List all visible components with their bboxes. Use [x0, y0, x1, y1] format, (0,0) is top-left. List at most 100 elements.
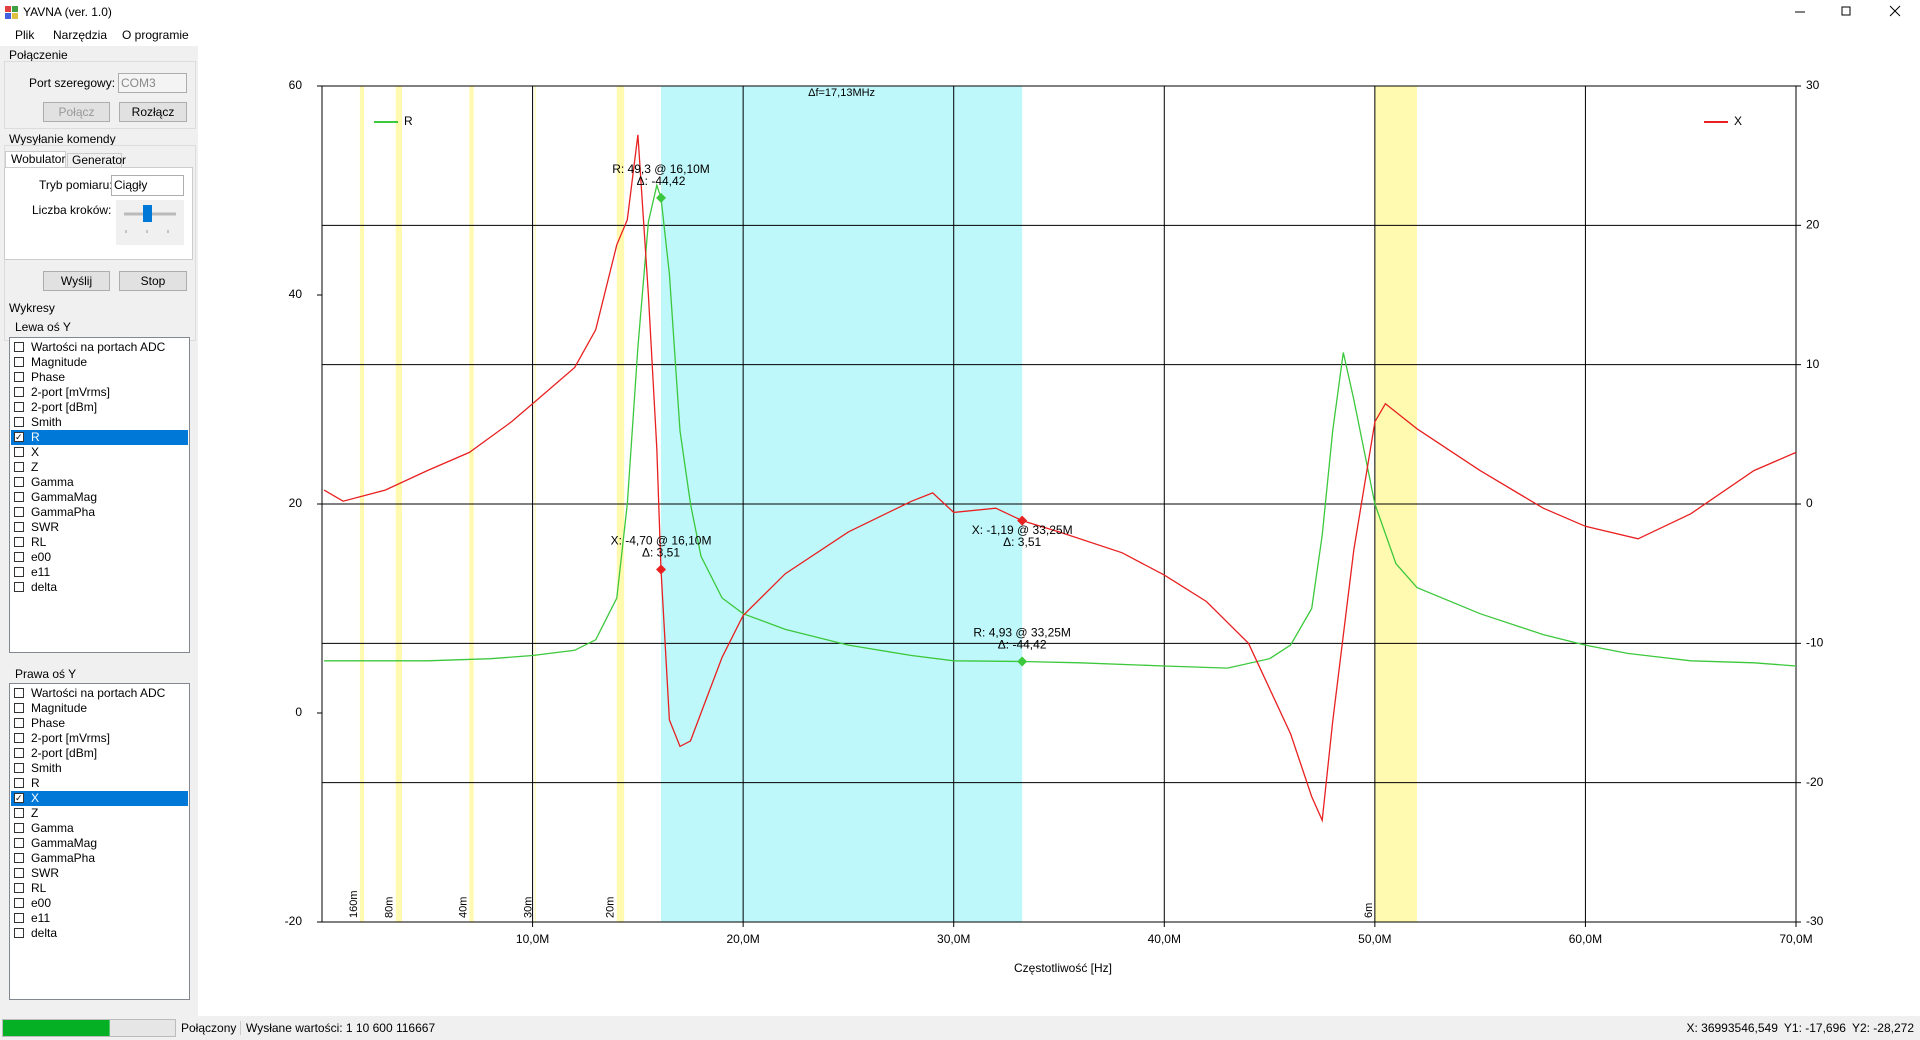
list-item[interactable]: GammaPha — [11, 505, 188, 520]
checkbox[interactable] — [14, 853, 24, 863]
list-item[interactable]: GammaMag — [11, 490, 188, 505]
port-combo[interactable]: COM3 — [118, 73, 187, 93]
checkbox[interactable] — [14, 718, 24, 728]
checkbox[interactable] — [14, 477, 24, 487]
list-item[interactable]: Smith — [11, 415, 188, 430]
checkbox[interactable] — [14, 357, 24, 367]
list-item[interactable]: Z — [11, 460, 188, 475]
checkbox[interactable] — [14, 703, 24, 713]
list-item[interactable]: e11 — [11, 911, 188, 926]
checkbox[interactable] — [14, 342, 24, 352]
checkbox[interactable] — [14, 928, 24, 938]
title-bar: YAVNA (ver. 1.0) — [0, 0, 1920, 26]
tab[interactable]: Wobulator — [5, 151, 66, 167]
item-label: e00 — [31, 896, 52, 910]
checkbox[interactable] — [14, 537, 24, 547]
list-title: Lewa oś Y — [15, 320, 71, 334]
checkbox[interactable] — [14, 582, 24, 592]
list-item[interactable]: Phase — [11, 716, 188, 731]
checkbox[interactable]: ✓ — [14, 432, 24, 442]
steps-slider[interactable] — [116, 200, 184, 245]
list-item[interactable]: R — [11, 776, 188, 791]
menu-item[interactable]: Plik — [15, 28, 35, 42]
y2-tick-label: -20 — [1806, 775, 1824, 789]
list-item[interactable]: ✓ X — [11, 791, 188, 806]
list-item[interactable]: Smith — [11, 761, 188, 776]
checkbox[interactable] — [14, 748, 24, 758]
list-item[interactable]: 2-port [dBm] — [11, 746, 188, 761]
list-item[interactable]: GammaMag — [11, 836, 188, 851]
checkbox[interactable] — [14, 733, 24, 743]
checkbox[interactable] — [14, 522, 24, 532]
list-item[interactable]: Wartości na portach ADC — [11, 686, 188, 701]
checkbox[interactable] — [14, 838, 24, 848]
window-controls — [1795, 5, 1901, 17]
marker-delta: Δ: 3,51 — [1003, 535, 1041, 549]
checkbox[interactable] — [14, 387, 24, 397]
list-item[interactable]: Gamma — [11, 821, 188, 836]
menu-bar: Plik Narzędzia O programie — [0, 26, 1920, 46]
list-item[interactable]: 2-port [mVrms] — [11, 731, 188, 746]
list-item[interactable]: Z — [11, 806, 188, 821]
y-tick-label: 20 — [289, 496, 303, 510]
checkbox[interactable] — [14, 868, 24, 878]
checkbox[interactable] — [14, 402, 24, 412]
x-tick-label: 30,0M — [937, 932, 970, 946]
list-item[interactable]: ✓ R — [11, 430, 188, 445]
list-item[interactable]: Magnitude — [11, 355, 188, 370]
checkbox[interactable] — [14, 898, 24, 908]
checkbox[interactable] — [14, 372, 24, 382]
checkbox[interactable] — [14, 688, 24, 698]
list-item[interactable]: SWR — [11, 866, 188, 881]
tab[interactable]: Generator — [67, 153, 126, 167]
checkbox[interactable] — [14, 883, 24, 893]
checkbox[interactable] — [14, 763, 24, 773]
checkbox[interactable]: ✓ — [14, 793, 24, 803]
list-item[interactable]: Phase — [11, 370, 188, 385]
restore-button[interactable] — [1841, 6, 1851, 16]
checkbox[interactable] — [14, 808, 24, 818]
list-item[interactable]: GammaPha — [11, 851, 188, 866]
list-item[interactable]: RL — [11, 535, 188, 550]
list-item[interactable]: Wartości na portach ADC — [11, 340, 188, 355]
checkbox[interactable] — [14, 492, 24, 502]
list-item[interactable]: Magnitude — [11, 701, 188, 716]
disconnect-button[interactable]: Rozłącz — [119, 102, 187, 122]
item-label: RL — [31, 881, 47, 895]
checkbox[interactable] — [14, 447, 24, 457]
list-item[interactable]: e00 — [11, 896, 188, 911]
item-label: Smith — [31, 415, 62, 429]
status-connected: Połączony — [181, 1021, 237, 1035]
send-button[interactable]: Wyślij — [43, 271, 110, 291]
checkbox[interactable] — [14, 913, 24, 923]
checkbox[interactable] — [14, 417, 24, 427]
menu-item[interactable]: Narzędzia — [53, 28, 108, 42]
checkbox[interactable] — [14, 507, 24, 517]
menu-item[interactable]: O programie — [122, 28, 189, 42]
group-title: Wykresy — [9, 301, 55, 315]
marker — [1017, 656, 1028, 667]
list-item[interactable]: 2-port [dBm] — [11, 400, 188, 415]
stop-button[interactable]: Stop — [119, 271, 187, 291]
list-item[interactable]: X — [11, 445, 188, 460]
checkbox[interactable] — [14, 778, 24, 788]
checkbox[interactable] — [14, 462, 24, 472]
x-tick-label: 40,0M — [1148, 932, 1181, 946]
list-item[interactable]: SWR — [11, 520, 188, 535]
list-item[interactable]: delta — [11, 926, 188, 941]
marker-delta: Δ: 3,51 — [642, 546, 680, 560]
list-item[interactable]: Gamma — [11, 475, 188, 490]
checkbox[interactable] — [14, 567, 24, 577]
marker — [656, 192, 667, 203]
list-item[interactable]: e00 — [11, 550, 188, 565]
list-item[interactable]: 2-port [mVrms] — [11, 385, 188, 400]
checkbox[interactable] — [14, 823, 24, 833]
connect-button[interactable]: Połącz — [43, 102, 110, 122]
list-item[interactable]: RL — [11, 881, 188, 896]
checkbox[interactable] — [14, 552, 24, 562]
mode-combo[interactable]: Ciągły — [111, 175, 184, 196]
marker — [656, 564, 667, 575]
list-item[interactable]: delta — [11, 580, 188, 595]
plot-frame — [321, 85, 1797, 923]
list-item[interactable]: e11 — [11, 565, 188, 580]
